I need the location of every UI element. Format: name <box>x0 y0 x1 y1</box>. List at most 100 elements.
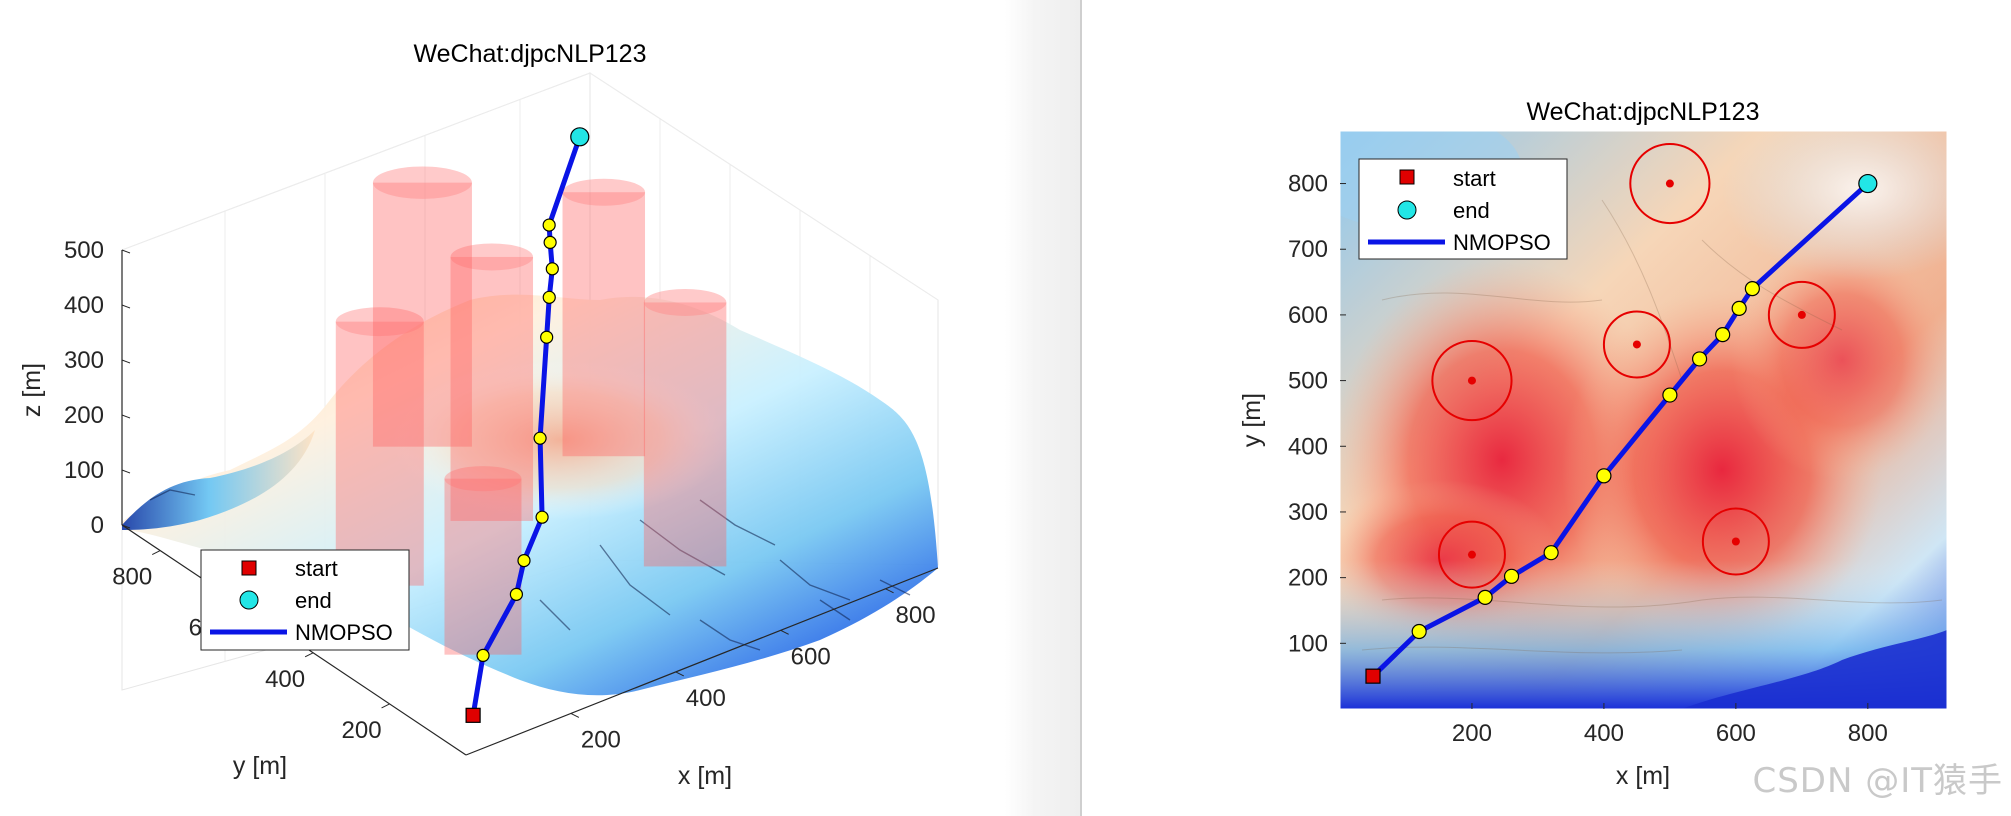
figure-gap <box>1005 0 1080 816</box>
x-tick-label: 400 <box>1584 720 1624 747</box>
waypoint-marker <box>1543 545 1559 561</box>
y-tick-mark-3d <box>304 652 314 658</box>
x-tick-label-3d: 800 <box>896 602 936 629</box>
z-tick-label: 400 <box>64 292 104 319</box>
x-tick-label: 600 <box>1716 720 1756 747</box>
y-tick-label-3d: 200 <box>342 717 382 744</box>
terrain-cliffs <box>149 489 911 651</box>
x-tick-label-3d: 400 <box>686 685 726 712</box>
z-tick-label: 500 <box>64 237 104 264</box>
legend-end-marker-2d <box>1397 200 1417 220</box>
threat-cylinder-top <box>444 466 522 492</box>
z-tick-mark <box>121 414 131 419</box>
threat-circle <box>1437 520 1506 589</box>
x-tick-mark-3d <box>675 671 685 677</box>
waypoint-marker-3d <box>476 648 490 663</box>
z-tick-label: 100 <box>64 457 104 484</box>
y-tick-label: 600 <box>1288 302 1328 329</box>
legend-path-label: NMOPSO <box>295 620 393 645</box>
y-tick-label-3d: 800 <box>112 564 152 591</box>
terrain-west-ridge <box>122 430 315 530</box>
threat-cylinder-top <box>562 178 646 206</box>
waypoint-marker-3d <box>542 290 556 304</box>
y-tick-label-3d: 400 <box>265 666 305 693</box>
waypoint-marker <box>1411 623 1427 640</box>
terrain-map <box>1340 131 1947 709</box>
y-ticks-2d: 100 200 300 400 500 600 700 800 <box>1288 171 1346 657</box>
x-axis-label-2d: x [m] <box>1616 762 1670 790</box>
x-tick-label-3d: 200 <box>581 726 621 753</box>
start-marker <box>1365 668 1381 684</box>
threat-cylinders <box>335 166 727 655</box>
z-axis-label: z [m] <box>18 363 46 417</box>
x-ticks: 200 400 600 800 <box>570 588 936 753</box>
waypoint-marker <box>1691 351 1708 367</box>
y-tick-mark-3d <box>381 703 390 709</box>
threat-center-dot <box>1665 179 1674 188</box>
waypoint-marker-3d <box>533 431 547 445</box>
waypoint-marker <box>1662 387 1678 403</box>
threat-cylinder-body <box>562 192 646 457</box>
legend-start-marker <box>241 560 257 576</box>
legend-path-label-2d: NMOPSO <box>1453 230 1551 255</box>
chart-title-2d: WeChat:djpcNLP123 <box>1526 98 1759 126</box>
waypoint-marker-3d <box>543 235 557 250</box>
x-tick-label-3d: 600 <box>791 643 831 670</box>
y-tick-label: 500 <box>1288 368 1328 395</box>
threat-cylinder-body <box>372 182 472 447</box>
waypoint-marker-3d <box>540 330 554 344</box>
legend-2d: start end NMOPSO <box>1358 158 1568 260</box>
legend-end-label: end <box>295 588 332 613</box>
legend-end-label-2d: end <box>1453 198 1490 223</box>
waypoint-marker <box>1477 589 1493 605</box>
nmopso-path-2d <box>1365 173 1878 684</box>
z-tick-label: 0 <box>91 512 104 539</box>
threat-cylinder-body <box>335 321 424 586</box>
z-tick-mark <box>121 304 131 309</box>
legend-start-label-2d: start <box>1453 166 1496 191</box>
legend-3d: start end NMOPSO <box>200 549 410 651</box>
threat-circle <box>1629 142 1711 225</box>
z-tick-mark <box>121 359 131 364</box>
terrain-warm-region <box>390 360 730 520</box>
waypoint-marker-3d <box>509 587 524 601</box>
y-tick-label: 700 <box>1288 236 1328 263</box>
threat-circle <box>1767 280 1836 349</box>
y-axis-label-3d: y [m] <box>233 752 287 780</box>
waypoint-marker-3d <box>542 218 556 232</box>
watermark: CSDN @IT猿手 <box>1752 761 2003 801</box>
legend-start-label: start <box>295 556 338 581</box>
waypoint-marker <box>1744 281 1760 297</box>
threat-center-dot <box>1797 310 1806 319</box>
legend-start-marker-2d <box>1399 169 1415 185</box>
z-ticks: 0 100 200 300 400 500 <box>64 237 131 539</box>
y-tick-label: 400 <box>1288 433 1328 460</box>
threat-circle <box>1701 507 1770 576</box>
y-tick-label: 800 <box>1288 171 1328 198</box>
start-marker-3d <box>465 707 481 723</box>
chart-title-3d: WeChat:djpcNLP123 <box>413 40 646 68</box>
threat-cylinder-body <box>450 256 534 521</box>
waypoint-marker-3d <box>545 262 559 276</box>
x-tick-mark-3d <box>885 588 894 594</box>
end-marker-3d <box>570 127 590 147</box>
waypoint-marker-3d <box>535 510 549 524</box>
nmopso-path-3d <box>465 127 590 723</box>
threat-center-dot <box>1467 550 1476 559</box>
x-tick-mark-3d <box>780 629 789 635</box>
z-tick-label: 200 <box>64 402 104 429</box>
waypoint-marker <box>1503 568 1520 584</box>
z-tick-mark <box>121 469 131 474</box>
y-axis-label-2d: y [m] <box>1238 393 1266 447</box>
threat-cylinder-top <box>643 288 727 316</box>
threat-center-dot <box>1731 537 1740 546</box>
map-frame <box>1339 130 1948 710</box>
x-ticks-2d: 200 400 600 800 <box>1452 703 1888 747</box>
waypoint-marker <box>1596 468 1612 484</box>
x-tick-label: 200 <box>1452 720 1492 747</box>
threat-center-dot <box>1467 376 1476 385</box>
threat-circle <box>1431 340 1513 422</box>
threat-cylinder-top <box>335 307 424 337</box>
x-tick-label: 800 <box>1848 720 1888 747</box>
